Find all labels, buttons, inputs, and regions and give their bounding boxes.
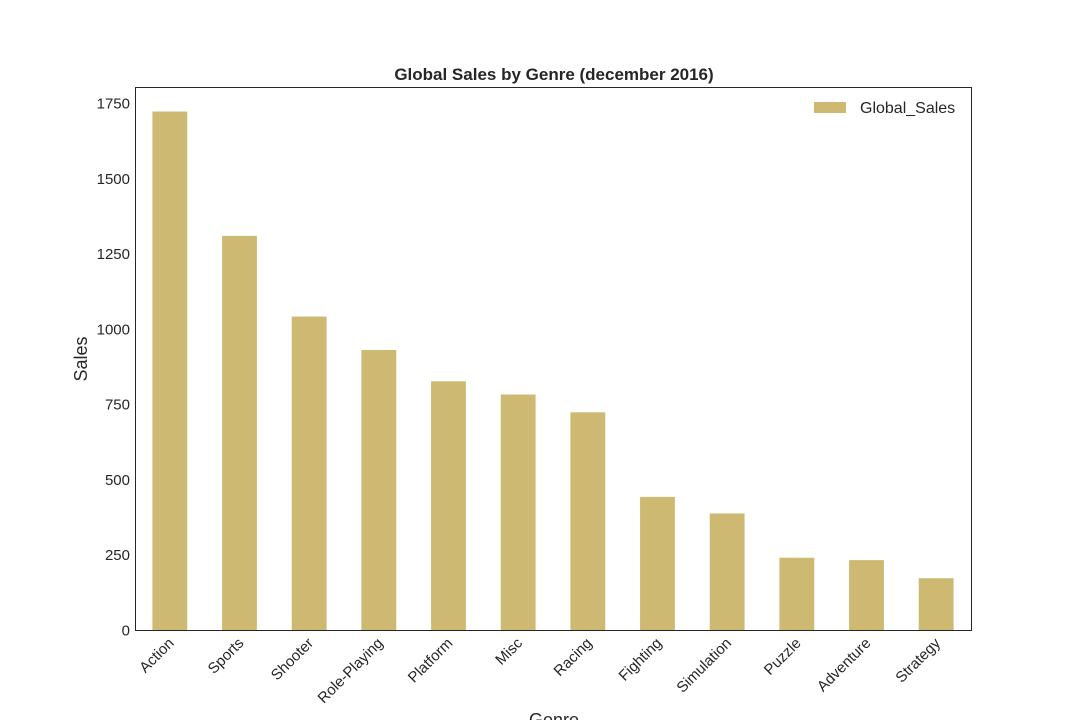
y-tick-label: 0 xyxy=(122,623,130,640)
bar-platform xyxy=(431,381,466,630)
x-tick-label: Misc xyxy=(492,634,526,668)
plot-area-frame xyxy=(135,87,972,631)
bar-shooter xyxy=(291,316,327,630)
y-tick-label: 1750 xyxy=(97,96,130,113)
y-tick-label: 250 xyxy=(105,547,130,564)
x-axis-label: Genre xyxy=(529,710,579,720)
bar-action xyxy=(152,111,188,630)
y-tick-label: 1500 xyxy=(97,171,130,188)
bar-role-playing xyxy=(361,349,397,630)
x-tick-label: Simulation xyxy=(673,635,735,697)
x-tick-label: Sports xyxy=(205,635,248,678)
bars-group xyxy=(152,111,954,631)
bar-adventure xyxy=(849,560,884,630)
y-tick-label: 750 xyxy=(105,397,130,414)
legend: Global_Sales xyxy=(814,100,955,117)
y-tick-label: 1250 xyxy=(97,246,130,263)
y-tick-label: 1000 xyxy=(97,321,130,338)
x-tick-label: Fighting xyxy=(616,635,666,685)
bar-misc xyxy=(500,394,536,630)
bar-fighting xyxy=(640,496,675,630)
bar-sports xyxy=(222,235,257,631)
bar-racing xyxy=(570,412,606,630)
x-tick-label: Racing xyxy=(551,635,596,680)
bar-strategy xyxy=(918,578,954,630)
x-tick-label: Action xyxy=(136,635,178,677)
x-tick-label: Platform xyxy=(405,635,457,687)
bar-simulation xyxy=(709,513,745,630)
chart-title: Global Sales by Genre (december 2016) xyxy=(394,65,713,84)
x-tick-label: Puzzle xyxy=(761,635,805,679)
x-tick-label: Role-Playing xyxy=(315,635,387,707)
x-tick-label: Adventure xyxy=(814,635,874,695)
x-tick-label: Shooter xyxy=(268,635,317,684)
y-axis-label: Sales xyxy=(71,336,91,381)
y-tick-label: 500 xyxy=(105,472,130,489)
x-tick-label: Strategy xyxy=(892,634,944,686)
legend-swatch xyxy=(814,102,846,113)
bar-puzzle xyxy=(779,557,815,630)
legend-label: Global_Sales xyxy=(860,100,955,117)
y-axis-ticks: 0 250 500 750 1000 1250 1500 1750 xyxy=(97,96,130,640)
